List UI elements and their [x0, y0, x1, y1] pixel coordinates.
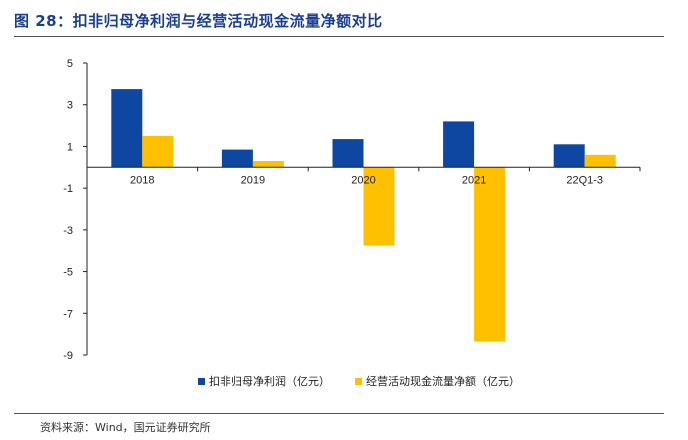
y-tick-label: 1 [67, 141, 73, 153]
bar-chart: 5 3 1 -1 -3 -5 -7 -9 2018 2019 2020 2021 22Q1-3 扣非归母… [63, 58, 641, 388]
legend-label-1: 经营活动现金流量净额（亿元） [366, 374, 520, 388]
source-note: 资料来源：Wind，国元证券研究所 [40, 421, 211, 434]
y-tick-label: 5 [67, 58, 73, 70]
bars-group [111, 89, 616, 342]
x-tick-label: 2019 [241, 174, 265, 186]
y-tick-label: -3 [63, 225, 73, 237]
bar-series0-2021 [443, 121, 475, 168]
bar-series1-2020 [363, 167, 395, 246]
y-tick-label: -7 [63, 308, 73, 320]
bar-series1-2021 [474, 167, 506, 342]
x-tick-label: 2021 [462, 174, 486, 186]
bar-series1-22Q1-3 [584, 154, 616, 168]
x-tick-label: 2018 [130, 174, 154, 186]
bar-series0-2018 [111, 89, 143, 168]
figure-title: 图 28：扣非归母净利润与经营活动现金流量净额对比 [14, 12, 383, 30]
y-tick-label: -1 [63, 183, 73, 195]
y-tick-label: 3 [67, 100, 73, 112]
title-divider [14, 36, 664, 37]
footer-divider [14, 413, 664, 414]
bar-series1-2019 [252, 161, 284, 168]
legend-label-0: 扣非归母净利润（亿元） [209, 374, 330, 388]
bar-series1-2018 [142, 136, 174, 168]
y-tick-label: -9 [63, 350, 73, 362]
x-tick-label: 22Q1-3 [566, 174, 603, 186]
bar-series0-2019 [221, 149, 253, 168]
x-tick-label: 2020 [351, 174, 375, 186]
legend: 扣非归母净利润（亿元） 经营活动现金流量净额（亿元） [198, 374, 520, 388]
bar-series0-22Q1-3 [553, 144, 585, 168]
y-tick-label: -5 [63, 267, 73, 279]
axes-group: 5 3 1 -1 -3 -5 -7 -9 2018 2019 2020 2021 22Q1-3 [63, 58, 641, 362]
legend-swatch-1 [355, 378, 362, 385]
bar-series0-2020 [332, 139, 364, 168]
legend-swatch-0 [198, 378, 205, 385]
